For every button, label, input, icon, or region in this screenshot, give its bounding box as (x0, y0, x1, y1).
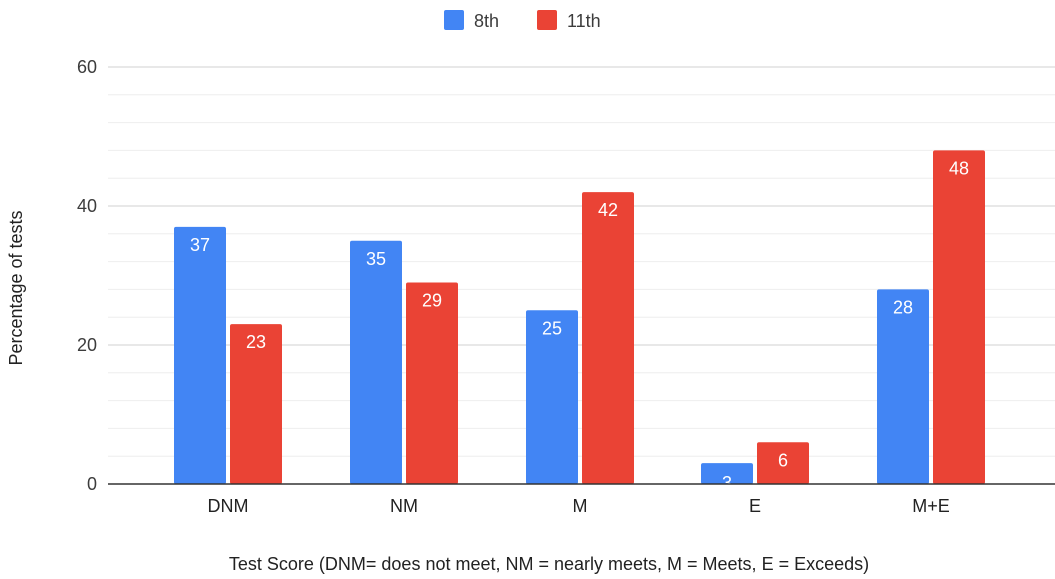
data-label: 6 (778, 450, 788, 470)
y-tick-label: 0 (87, 474, 97, 494)
bar-8th-M+E (877, 289, 929, 484)
bar-11th-M (582, 192, 634, 484)
data-labels: 37 23 35 29 25 42 3 6 28 48 (190, 158, 969, 493)
data-label: 35 (366, 249, 386, 269)
x-category-label: E (749, 496, 761, 516)
axes: 0 20 40 60 DNM NM M E M+E (77, 57, 1055, 516)
data-label: 29 (422, 290, 442, 310)
y-tick-label: 20 (77, 335, 97, 355)
x-category-label: NM (390, 496, 418, 516)
data-label: 28 (893, 297, 913, 317)
bar-11th-M+E (933, 150, 985, 484)
data-label: 25 (542, 318, 562, 338)
data-label: 48 (949, 158, 969, 178)
bar-11th-NM (406, 282, 458, 484)
y-tick-label: 40 (77, 196, 97, 216)
bar-8th-E (701, 463, 753, 484)
x-category-label: M (573, 496, 588, 516)
data-label: 23 (246, 332, 266, 352)
x-category-label: M+E (912, 496, 950, 516)
legend-label: 11th (567, 11, 601, 31)
legend-swatch-8th (444, 10, 464, 30)
legend-label: 8th (474, 11, 499, 31)
legend-swatch-11th (537, 10, 557, 30)
bars (174, 150, 985, 484)
y-tick-label: 60 (77, 57, 97, 77)
bar-11th-DNM (230, 324, 282, 484)
bar-8th-M (526, 310, 578, 484)
bar-8th-NM (350, 240, 402, 484)
bar-11th-E (757, 442, 809, 484)
data-label: 42 (598, 200, 618, 220)
bar-8th-DNM (174, 226, 226, 484)
x-category-label: DNM (208, 496, 249, 516)
legend: 8th 11th (444, 10, 601, 31)
y-axis-title: Percentage of tests (6, 210, 26, 365)
data-label: 37 (190, 235, 210, 255)
x-axis-title: Test Score (DNM= does not meet, NM = nea… (229, 554, 869, 574)
data-label: 3 (722, 473, 732, 493)
